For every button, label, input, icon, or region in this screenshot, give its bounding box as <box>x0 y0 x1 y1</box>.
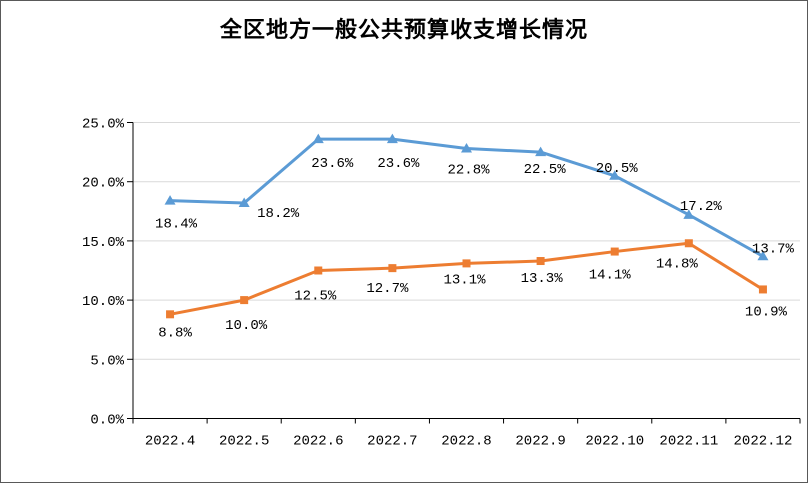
series-orange-marker <box>314 266 323 275</box>
y-tick-label: 0.0% <box>90 413 124 429</box>
series-blue-data-label: 13.7% <box>752 241 795 257</box>
series-orange-data-label: 8.8% <box>158 325 192 341</box>
series-blue-data-label: 22.5% <box>524 162 567 178</box>
x-tick-label: 2022.4 <box>145 434 195 450</box>
series-blue-data-label: 17.2% <box>680 199 723 215</box>
series-blue-marker <box>757 250 769 261</box>
y-tick-label: 15.0% <box>82 235 125 251</box>
series-blue-marker <box>386 133 398 144</box>
series-orange-marker <box>536 257 545 266</box>
series-blue-marker <box>238 197 250 208</box>
series-blue-marker <box>609 170 621 180</box>
y-tick-label: 5.0% <box>90 353 124 369</box>
series-orange-data-label: 12.7% <box>366 281 409 297</box>
series-orange-marker <box>388 264 397 273</box>
series-blue-data-label: 18.2% <box>257 206 300 222</box>
x-tick-label: 2022.5 <box>219 434 269 450</box>
series-orange-marker <box>166 310 175 319</box>
x-tick-label: 2022.9 <box>515 434 565 450</box>
y-tick-label: 25.0% <box>82 117 125 133</box>
x-tick-label: 2022.8 <box>441 434 491 450</box>
x-tick-label: 2022.7 <box>367 434 417 450</box>
series-orange-marker <box>610 247 619 256</box>
series-orange-data-label: 14.8% <box>656 256 699 272</box>
series-blue-data-label: 23.6% <box>311 156 354 172</box>
series-orange-data-label: 13.1% <box>443 272 486 288</box>
series-blue-line <box>168 137 765 258</box>
series-blue-marker <box>312 133 324 144</box>
series-orange-data-label: 10.9% <box>745 304 788 320</box>
series-orange-data-label: 13.3% <box>521 271 564 287</box>
series-blue-marker <box>683 209 695 219</box>
x-tick-label: 2022.10 <box>585 434 644 450</box>
x-tick-label: 2022.6 <box>293 434 343 450</box>
series-blue-marker <box>535 146 547 157</box>
series-blue-marker <box>461 143 472 153</box>
y-tick-label: 20.0% <box>82 176 125 192</box>
series-orange-data-label: 10.0% <box>225 318 268 334</box>
series-blue-data-label: 23.6% <box>377 156 420 172</box>
series-blue-data-label: 22.8% <box>447 163 490 179</box>
series-blue-marker <box>164 195 176 205</box>
series-orange-marker <box>240 296 249 305</box>
x-tick-label: 2022.12 <box>734 434 793 450</box>
series-orange-marker <box>684 239 693 248</box>
series-orange-marker <box>758 285 767 294</box>
x-tick-label: 2022.11 <box>659 434 718 450</box>
series-orange-data-label: 14.1% <box>589 268 632 284</box>
chart-title: 全区地方一般公共预算收支增长情况 <box>219 17 588 42</box>
series-orange-marker <box>462 259 471 268</box>
series-blue-data-label: 20.5% <box>596 161 639 177</box>
series-orange-data-label: 12.5% <box>294 289 337 305</box>
series-blue-data-label: 18.4% <box>155 217 198 233</box>
y-tick-label: 10.0% <box>82 294 125 310</box>
